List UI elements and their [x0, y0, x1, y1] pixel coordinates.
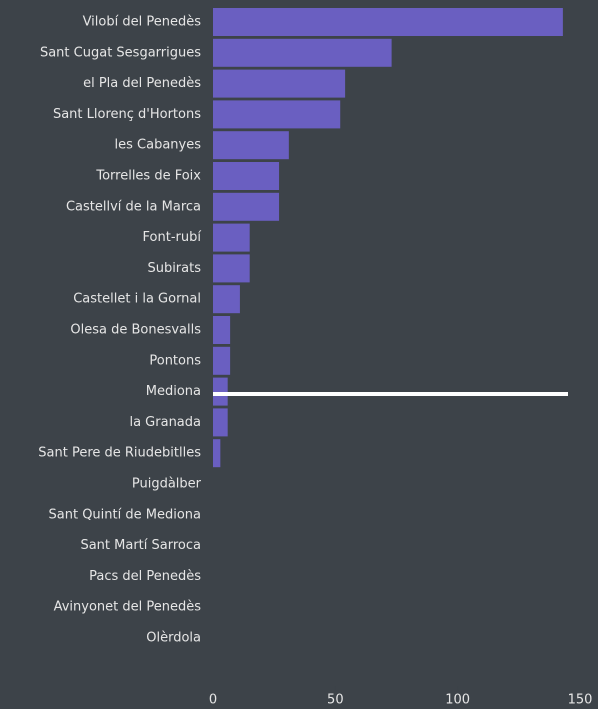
bar — [213, 439, 221, 468]
y-tick-label: Olèrdola — [146, 631, 201, 646]
bar — [213, 346, 231, 375]
bar — [213, 162, 280, 190]
y-tick-label: Sant Cugat Sesgarrigues — [40, 45, 201, 60]
bar — [213, 38, 392, 67]
bar — [213, 408, 228, 437]
y-tick-label: les Cabanyes — [115, 138, 202, 153]
y-tick-label: Vilobí del Penedès — [83, 15, 202, 30]
bar — [213, 100, 341, 129]
bar — [213, 254, 250, 283]
bar — [213, 285, 240, 314]
y-tick-label: Castellet i la Gornal — [73, 292, 201, 307]
y-tick-label: Olesa de Bonesvalls — [70, 323, 201, 338]
x-tick-label: 50 — [327, 693, 344, 708]
y-tick-label: Sant Martí Sarroca — [80, 538, 201, 553]
x-tick-label: 100 — [445, 693, 470, 708]
y-tick-label: Sant Pere de Riudebitlles — [38, 446, 201, 461]
y-tick-label: Torrelles de Foix — [95, 169, 201, 184]
bar — [213, 223, 250, 252]
y-tick-label: Sant Llorenç d'Hortons — [53, 107, 201, 122]
y-tick-label: Castellví de la Marca — [66, 199, 201, 214]
bar — [213, 377, 228, 406]
y-tick-label: Avinyonet del Penedès — [54, 600, 202, 615]
y-tick-label: Puigdàlber — [132, 477, 202, 492]
y-tick-label: Sant Quintí de Mediona — [49, 507, 201, 522]
bar — [213, 316, 231, 344]
y-tick-label: Font-rubí — [143, 230, 202, 245]
x-tick-label: 150 — [568, 693, 593, 708]
bar — [213, 192, 280, 221]
bar — [213, 69, 346, 98]
y-tick-label: el Pla del Penedès — [83, 76, 201, 91]
y-tick-label: Subirats — [147, 261, 201, 276]
y-tick-label: Pontons — [149, 353, 201, 368]
bar — [213, 131, 289, 160]
bar — [213, 8, 563, 36]
x-tick-label: 0 — [209, 693, 217, 708]
y-tick-label: la Granada — [129, 415, 201, 430]
y-tick-label: Mediona — [146, 384, 201, 399]
y-tick-label: Pacs del Penedès — [89, 569, 201, 584]
